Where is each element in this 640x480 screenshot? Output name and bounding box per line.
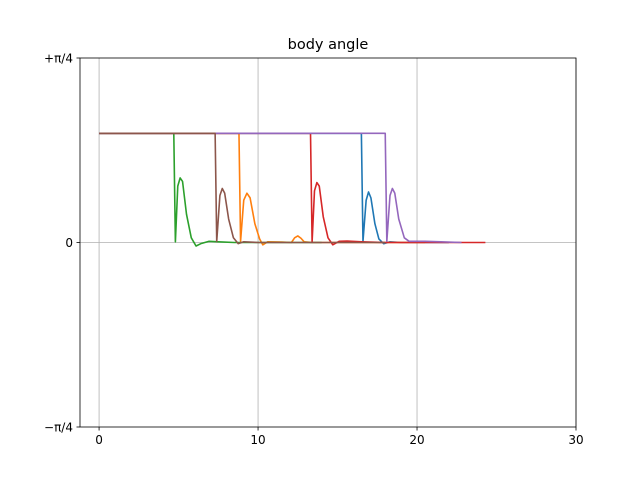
chart-title: body angle [288,37,369,53]
x-tick-label: 0 [95,433,103,447]
y-tick-label: +π/4 [44,52,73,66]
x-tick-label: 30 [568,433,583,447]
series-line-4 [99,132,486,246]
series-line-6 [99,132,386,245]
series-line-2 [99,132,425,246]
x-tick-label: 20 [409,433,424,447]
y-tick-label: −π/4 [44,421,73,435]
series-lines [99,132,486,247]
axis-ticks: 0 10 20 30 −π/4 0 +π/4 [44,52,584,448]
series-line-5 [99,132,462,244]
x-tick-label: 10 [250,433,265,447]
y-tick-label: 0 [65,236,73,250]
